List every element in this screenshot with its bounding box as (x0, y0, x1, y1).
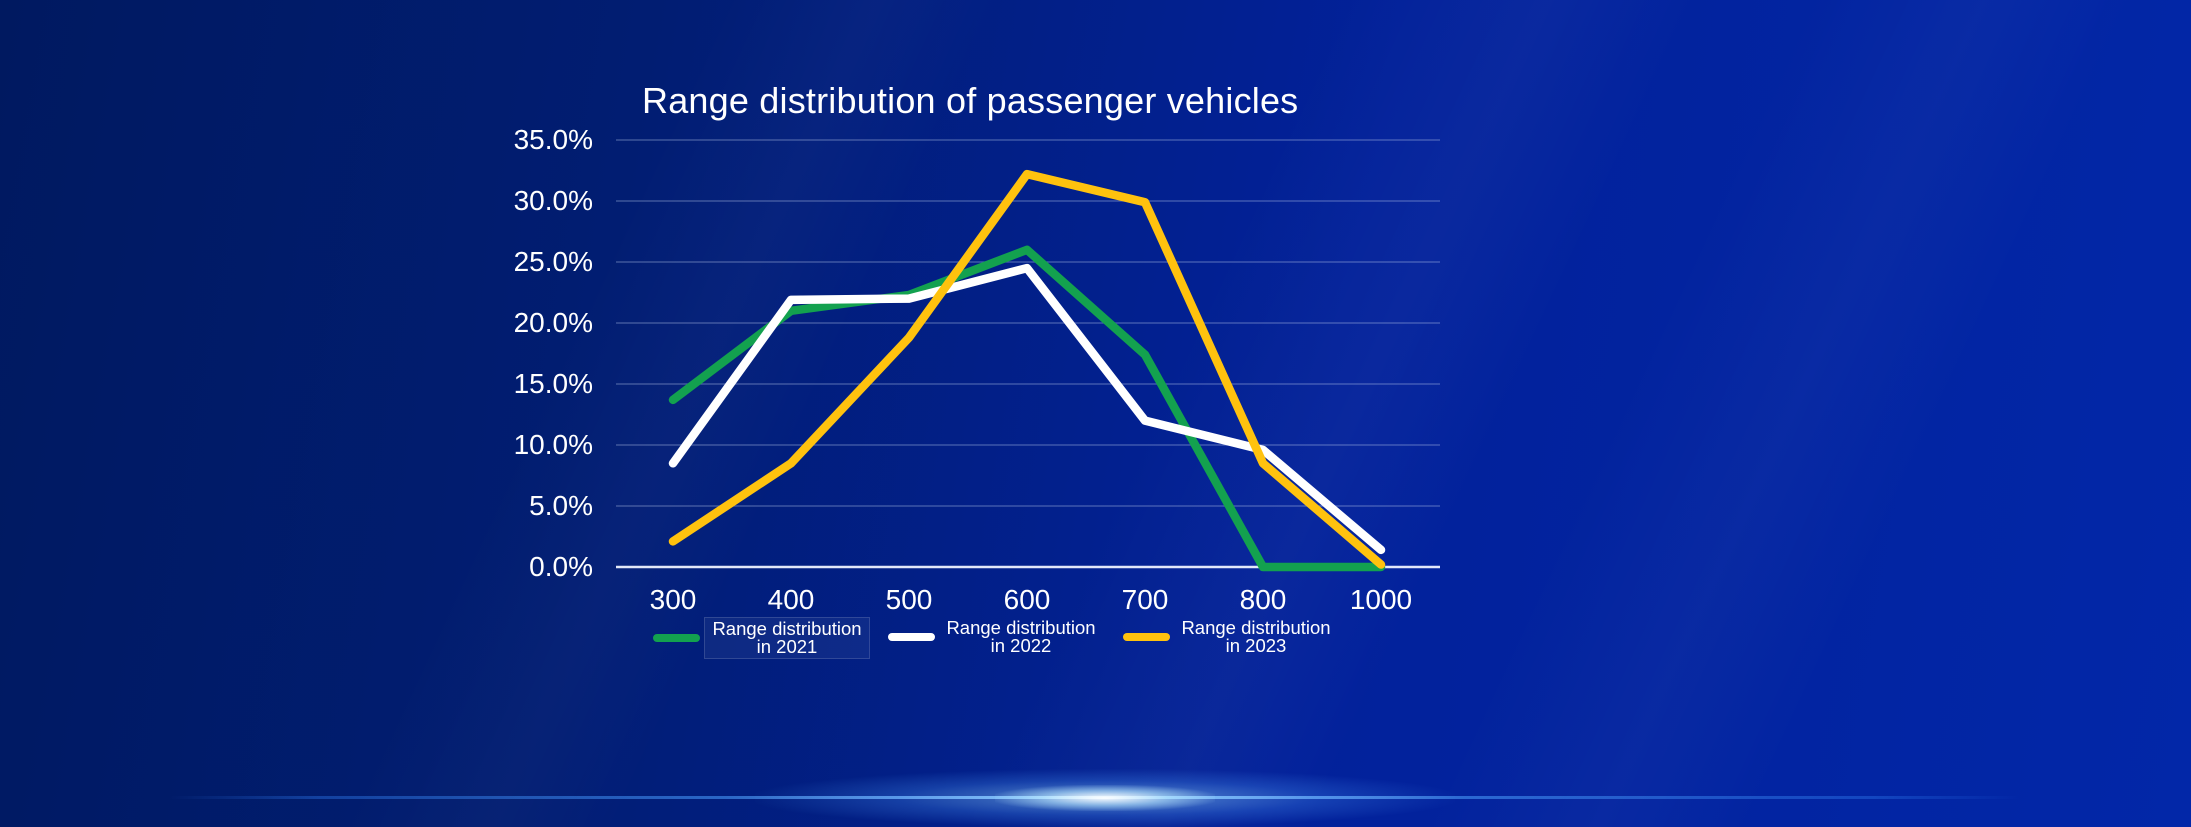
legend-swatch (1123, 633, 1170, 641)
legend-item-2023[interactable]: Range distribution in 2023 (1123, 617, 1338, 657)
x-tick-label: 300 (649, 584, 697, 615)
chart-title: Range distribution of passenger vehicles (642, 80, 1299, 121)
x-tick-label: 500 (885, 584, 933, 615)
legend-label: Range distribution in 2022 (946, 617, 1096, 656)
y-tick-label: 25.0% (513, 246, 593, 277)
y-tick-label: 30.0% (513, 185, 593, 216)
line-chart-plot-area (616, 139, 1440, 572)
y-tick-label: 20.0% (513, 307, 593, 338)
series-line-2021[interactable] (668, 245, 1386, 572)
y-tick-label: 35.0% (513, 124, 593, 155)
series-line-2023[interactable] (668, 169, 1386, 569)
x-tick-label: 400 (767, 584, 815, 615)
x-tick-label: 700 (1121, 584, 1169, 615)
x-tick-label: 1000 (1349, 584, 1413, 615)
y-tick-label: 0.0% (529, 551, 593, 582)
y-tick-label: 5.0% (529, 490, 593, 521)
legend-label: Range distribution in 2021 (704, 617, 870, 659)
bottom-light-streak (170, 796, 2020, 799)
legend-label: Range distribution in 2023 (1181, 617, 1331, 656)
x-tick-label: 800 (1239, 584, 1287, 615)
legend-item-2022[interactable]: Range distribution in 2022 (888, 617, 1103, 657)
legend-swatch (653, 634, 700, 642)
legend-swatch (888, 633, 935, 641)
y-tick-label: 10.0% (513, 429, 593, 460)
x-tick-label: 600 (1003, 584, 1051, 615)
series-line-2022[interactable] (668, 263, 1386, 555)
y-tick-label: 15.0% (513, 368, 593, 399)
legend-item-2021[interactable]: Range distribution in 2021 (653, 617, 870, 659)
